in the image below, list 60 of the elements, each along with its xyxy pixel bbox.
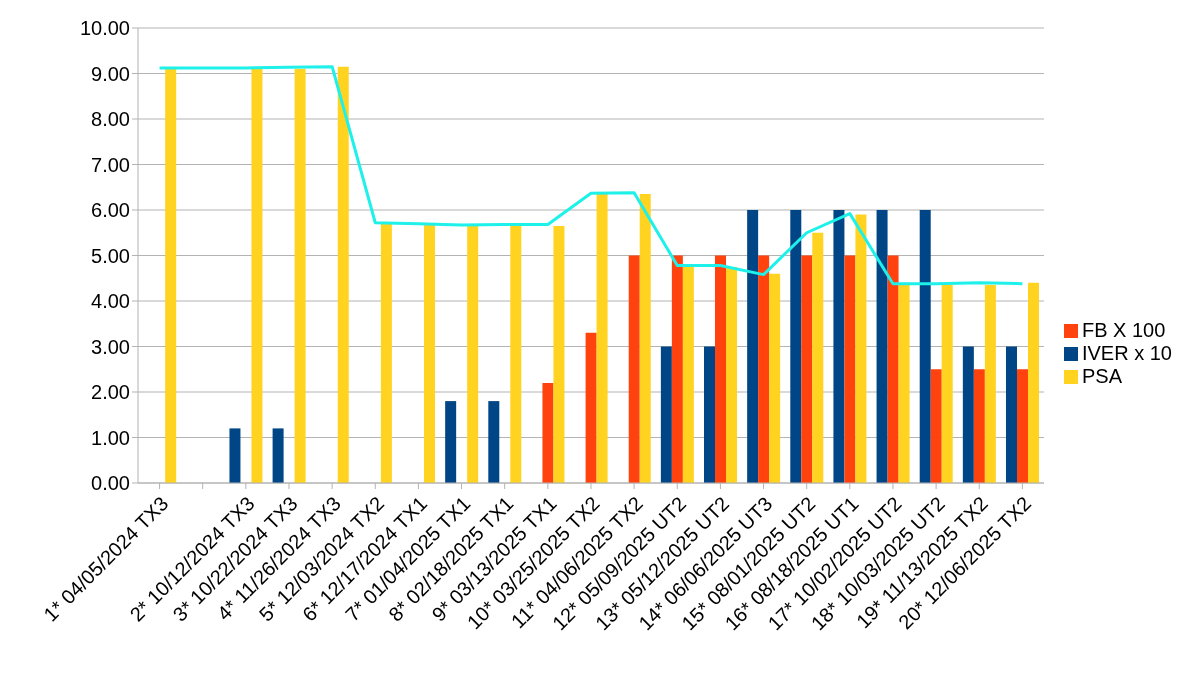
bar (1016, 369, 1028, 483)
bar (251, 68, 263, 483)
y-tick-label: 8.00 (91, 108, 130, 131)
y-tick-label: 4.00 (91, 290, 130, 313)
bar (962, 346, 974, 483)
y-tick-label: 0.00 (91, 472, 130, 495)
bar (510, 225, 522, 483)
bar (596, 194, 608, 483)
bar (898, 285, 910, 483)
bar (801, 255, 813, 483)
legend-label: IVER x 10 (1081, 341, 1172, 364)
legend-label: PSA (1081, 364, 1122, 387)
bar (930, 369, 942, 483)
bar (380, 223, 392, 483)
bar (628, 255, 640, 483)
y-tick-label: 10.00 (79, 17, 130, 40)
bar (747, 210, 759, 483)
bar (876, 210, 888, 483)
bar (973, 369, 985, 483)
bar (844, 255, 856, 483)
bar (229, 428, 241, 483)
bar (337, 66, 349, 483)
line-series (158, 65, 1024, 286)
bar (833, 210, 845, 483)
bar (639, 194, 651, 483)
y-tick-label: 7.00 (91, 153, 130, 176)
bar (715, 255, 727, 483)
bar (984, 285, 996, 483)
bar (294, 68, 306, 483)
bar (726, 266, 738, 483)
bar (1005, 346, 1017, 483)
bar (585, 332, 597, 483)
y-tick-label: 9.00 (91, 62, 130, 85)
y-tick-label: 6.00 (91, 199, 130, 222)
bar (812, 232, 824, 483)
y-tick-label: 2.00 (91, 381, 130, 404)
bar (445, 401, 457, 483)
legend-label: FB X 100 (1081, 318, 1166, 341)
bar (769, 273, 781, 483)
bar (165, 68, 177, 483)
bar (424, 224, 436, 483)
bar (488, 401, 500, 483)
bar (790, 210, 802, 483)
bar (671, 255, 683, 483)
bar (272, 428, 284, 483)
bar (682, 266, 694, 483)
y-tick-label: 3.00 (91, 335, 130, 358)
bar (758, 255, 770, 483)
bar (704, 346, 716, 483)
bar (887, 255, 899, 483)
y-tick-label: 1.00 (91, 426, 130, 449)
bar (941, 285, 953, 483)
bar (467, 225, 479, 483)
bar (919, 210, 931, 483)
y-tick-label: 5.00 (91, 244, 130, 267)
bar (660, 346, 672, 483)
bar (553, 225, 565, 483)
bar (1027, 282, 1039, 483)
bar (542, 382, 554, 483)
bar (855, 214, 867, 483)
